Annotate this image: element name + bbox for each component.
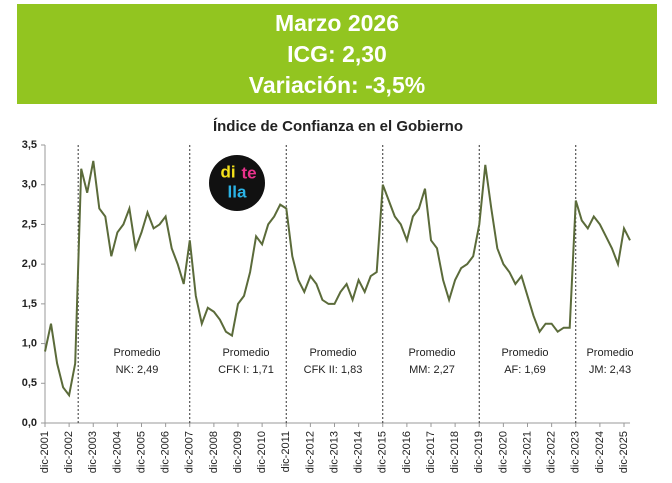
- x-tick-label: dic-2008: [208, 431, 220, 473]
- y-tick-label: 3,0: [22, 179, 37, 191]
- logo-text: te: [241, 163, 256, 182]
- x-tick-label: dic-2025: [618, 431, 630, 473]
- annotation: CFK I: 1,71: [218, 364, 274, 376]
- annotation: MM: 2,27: [409, 364, 455, 376]
- logo-text: di: [220, 162, 235, 181]
- x-tick-label: dic-2014: [353, 431, 365, 473]
- annotation: Promedio: [501, 347, 548, 359]
- x-tick-label: dic-2020: [497, 431, 509, 473]
- x-tick-label: dic-2006: [160, 431, 172, 473]
- x-tick-label: dic-2002: [63, 431, 75, 473]
- x-tick-label: dic-2009: [232, 431, 244, 473]
- annotation: CFK II: 1,83: [304, 364, 363, 376]
- y-tick-label: 3,5: [22, 139, 37, 151]
- x-tick-label: dic-2018: [449, 431, 461, 473]
- header-banner: Marzo 2026 ICG: 2,30 Variación: -3,5%: [17, 4, 657, 104]
- annotation: Promedio: [113, 347, 160, 359]
- x-tick-label: dic-2019: [473, 431, 485, 473]
- x-tick-label: dic-2024: [594, 431, 606, 473]
- x-tick-label: dic-2022: [546, 431, 558, 473]
- annotation: Promedio: [309, 347, 356, 359]
- x-tick-label: dic-2005: [135, 431, 147, 473]
- y-tick-label: 2,5: [22, 218, 37, 230]
- y-tick-label: 1,5: [22, 298, 37, 310]
- logo-text: lla: [228, 182, 247, 201]
- annotation: Promedio: [586, 347, 633, 359]
- x-tick-label: dic-2004: [111, 431, 123, 473]
- x-tick-label: dic-2007: [184, 431, 196, 473]
- chart-title: Índice de Confianza en el Gobierno: [213, 118, 463, 135]
- x-tick-label: dic-2015: [377, 431, 389, 473]
- y-tick-label: 2,0: [22, 258, 37, 270]
- logo-circle: [209, 155, 265, 211]
- x-tick-label: dic-2021: [521, 431, 533, 473]
- annotation: Promedio: [222, 347, 269, 359]
- annotation: Promedio: [408, 347, 455, 359]
- x-tick-label: dic-2023: [570, 431, 582, 473]
- series-line: [44, 160, 631, 398]
- x-tick-label: dic-2003: [87, 431, 99, 473]
- x-tick-label: dic-2017: [425, 431, 437, 473]
- y-tick-label: 0,5: [22, 377, 37, 389]
- x-tick-label: dic-2011: [280, 431, 292, 472]
- header-line: Marzo 2026: [274, 10, 399, 36]
- header-line: Variación: -3,5%: [248, 72, 426, 98]
- x-tick-label: dic-2016: [401, 431, 413, 473]
- y-tick-label: 0,0: [22, 417, 37, 429]
- x-tick-label: dic-2013: [328, 431, 340, 473]
- x-tick-label: dic-2012: [304, 431, 316, 473]
- annotation: JM: 2,43: [589, 364, 631, 376]
- header-line: ICG: 2,30: [287, 41, 387, 67]
- annotation: NK: 2,49: [116, 364, 159, 376]
- x-tick-label: dic-2001: [39, 431, 51, 473]
- annotation: AF: 1,69: [504, 364, 546, 376]
- x-tick-label: dic-2010: [256, 431, 268, 473]
- y-tick-label: 1,0: [22, 337, 37, 349]
